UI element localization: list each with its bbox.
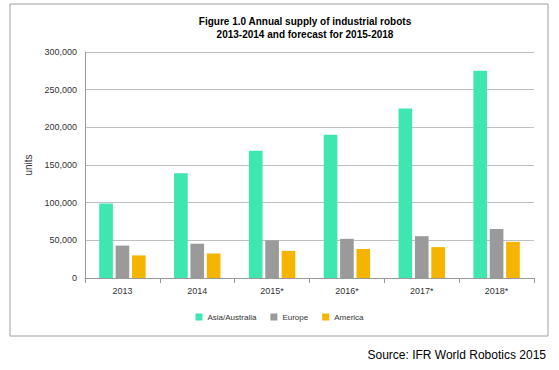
svg-text:2015*: 2015* bbox=[260, 286, 284, 296]
svg-text:250,000: 250,000 bbox=[44, 85, 77, 95]
svg-text:Asia/Australia: Asia/Australia bbox=[207, 313, 256, 322]
svg-text:2018*: 2018* bbox=[485, 286, 509, 296]
svg-text:Europe: Europe bbox=[282, 313, 308, 322]
svg-text:100,000: 100,000 bbox=[44, 198, 77, 208]
svg-text:300,000: 300,000 bbox=[44, 47, 77, 57]
svg-text:50,000: 50,000 bbox=[49, 235, 77, 245]
svg-text:Source: IFR World Robotics 201: Source: IFR World Robotics 2015 bbox=[367, 348, 546, 362]
svg-text:America: America bbox=[334, 313, 364, 322]
svg-text:2014: 2014 bbox=[187, 286, 207, 296]
svg-text:Figure 1.0 Annual supply of in: Figure 1.0 Annual supply of industrial r… bbox=[199, 16, 412, 27]
svg-text:2016*: 2016* bbox=[335, 286, 359, 296]
svg-text:2017*: 2017* bbox=[410, 286, 434, 296]
svg-text:2013: 2013 bbox=[112, 286, 132, 296]
svg-text:2013-2014 and forecast for 201: 2013-2014 and forecast for 2015-2018 bbox=[217, 29, 394, 40]
svg-text:200,000: 200,000 bbox=[44, 122, 77, 132]
svg-text:units: units bbox=[23, 154, 34, 175]
svg-text:0: 0 bbox=[72, 273, 77, 283]
svg-text:150,000: 150,000 bbox=[44, 160, 77, 170]
